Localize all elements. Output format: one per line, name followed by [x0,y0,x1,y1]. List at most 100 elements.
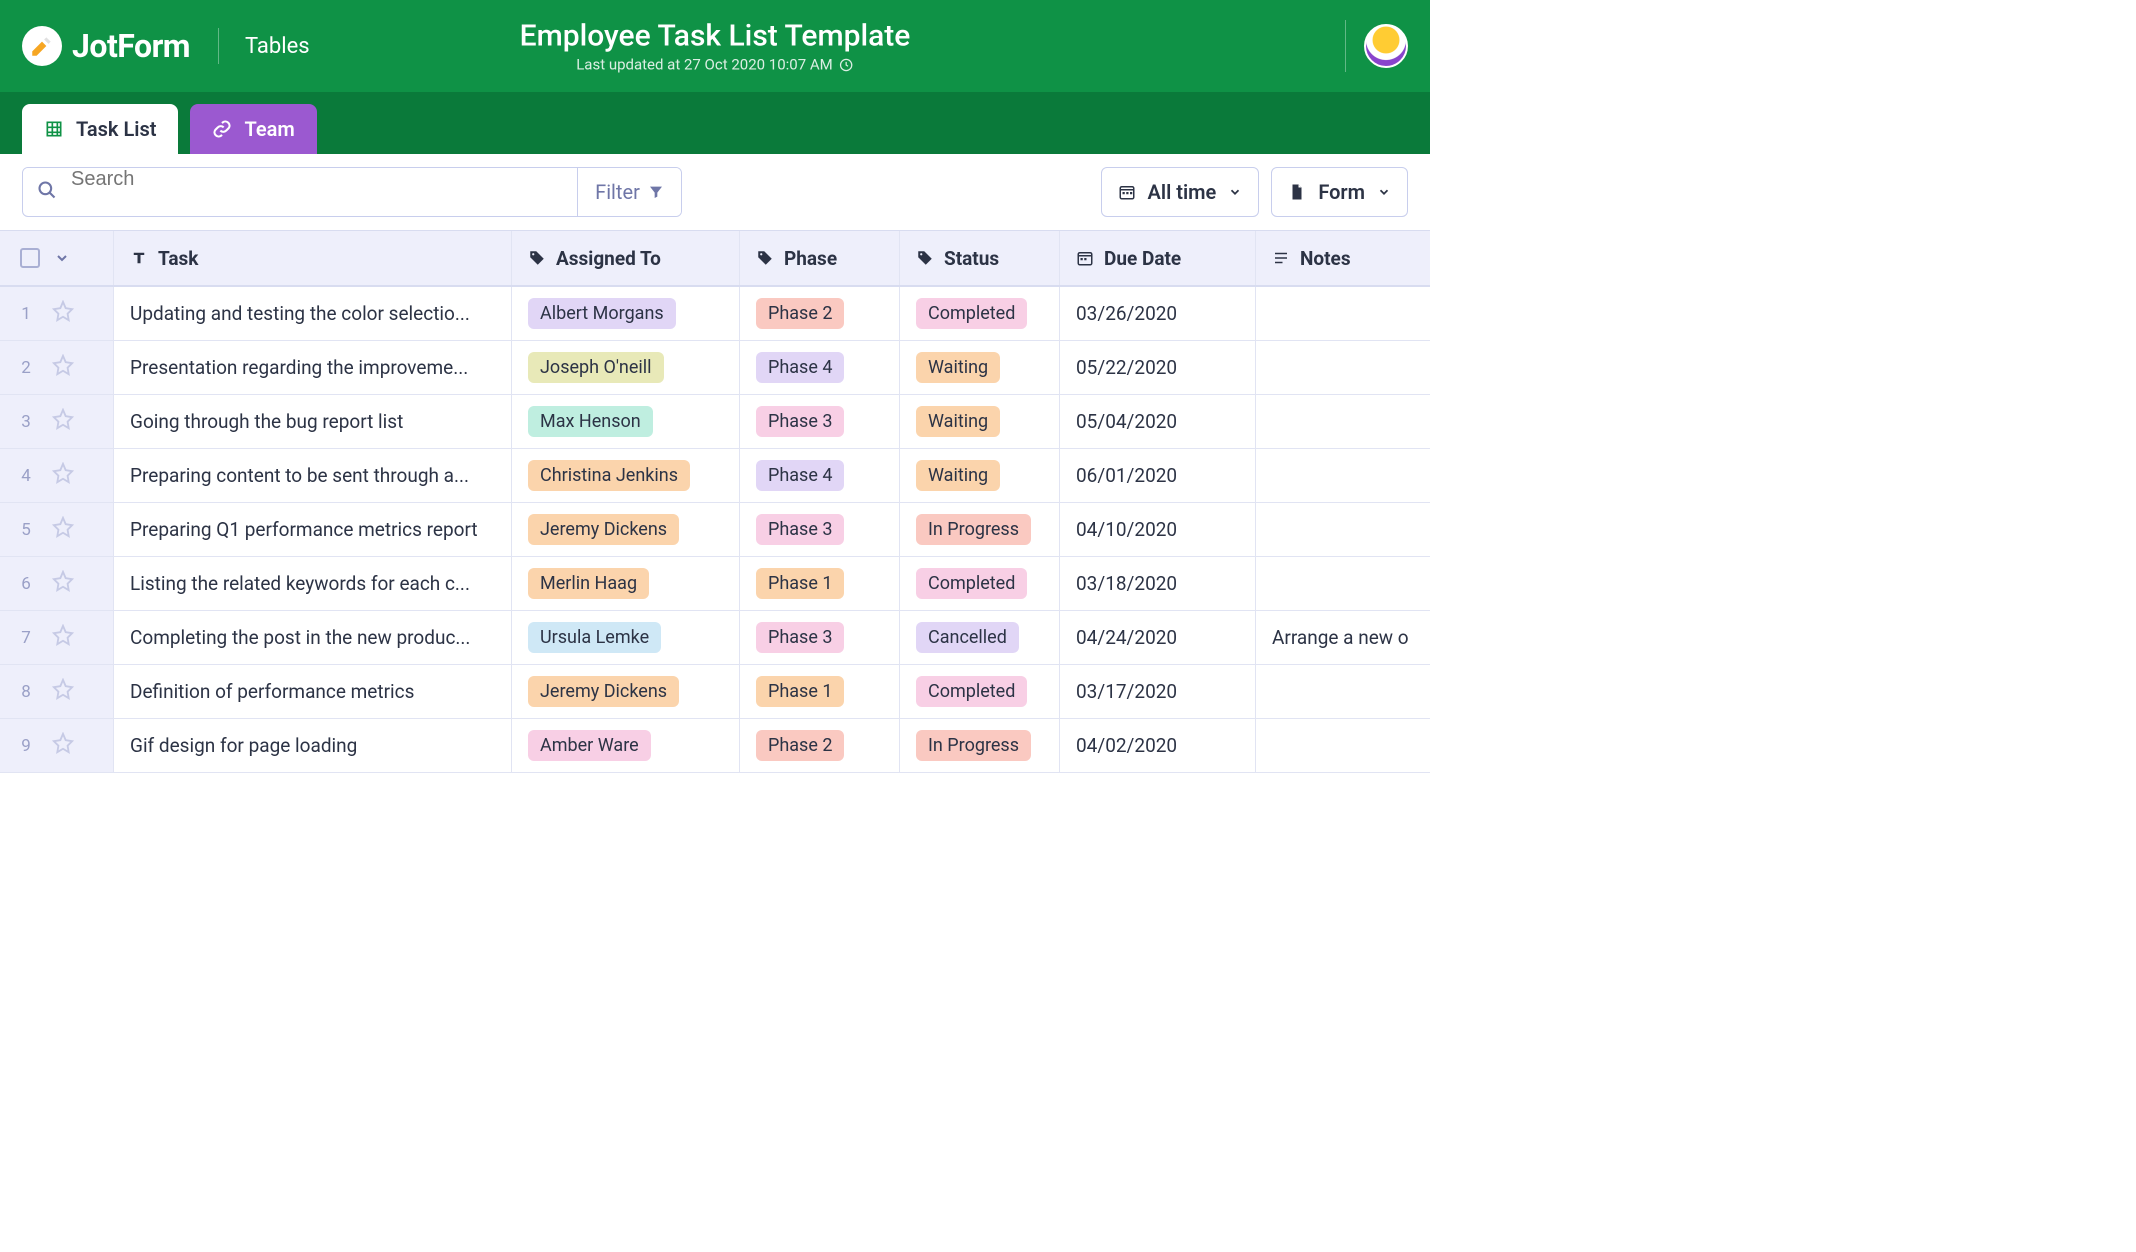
cell-task[interactable]: Gif design for page loading [114,719,512,772]
header-phase[interactable]: Phase [740,231,900,285]
chevron-down-icon[interactable] [54,250,70,266]
cell-status[interactable]: In Progress [900,719,1060,772]
cell-status[interactable]: Completed [900,665,1060,718]
cell-status[interactable]: Waiting [900,341,1060,394]
table-row[interactable]: 1Updating and testing the color selectio… [0,287,1430,341]
header-task[interactable]: Task [114,231,512,285]
cell-task[interactable]: Completing the post in the new produc... [114,611,512,664]
tab-team[interactable]: Team [190,104,316,154]
cell-notes[interactable] [1256,557,1430,610]
header-notes[interactable]: Notes [1256,231,1430,285]
star-icon[interactable] [52,408,74,435]
cell-notes[interactable] [1256,341,1430,394]
table-row[interactable]: 7Completing the post in the new produc..… [0,611,1430,665]
cell-notes[interactable] [1256,503,1430,556]
cell-phase[interactable]: Phase 3 [740,395,900,448]
toolbar-right: All time Form [1101,167,1408,217]
avatar[interactable] [1364,24,1408,68]
cell-phase[interactable]: Phase 2 [740,719,900,772]
table-row[interactable]: 3Going through the bug report listMax He… [0,395,1430,449]
assigned-chip: Amber Ware [528,730,651,761]
form-button[interactable]: Form [1271,167,1408,217]
cell-due[interactable]: 03/17/2020 [1060,665,1256,718]
star-icon[interactable] [52,732,74,759]
cell-due[interactable]: 04/10/2020 [1060,503,1256,556]
star-icon[interactable] [52,300,74,327]
cell-task[interactable]: Definition of performance metrics [114,665,512,718]
cell-phase[interactable]: Phase 1 [740,557,900,610]
cell-due[interactable]: 04/24/2020 [1060,611,1256,664]
cell-assigned[interactable]: Joseph O'neill [512,341,740,394]
phase-chip: Phase 1 [756,676,844,707]
cell-assigned[interactable]: Jeremy Dickens [512,503,740,556]
table-row[interactable]: 8Definition of performance metricsJeremy… [0,665,1430,719]
due-text: 03/18/2020 [1076,572,1177,595]
star-icon[interactable] [52,354,74,381]
cell-due[interactable]: 06/01/2020 [1060,449,1256,502]
cell-due[interactable]: 05/22/2020 [1060,341,1256,394]
star-icon[interactable] [52,624,74,651]
phase-chip: Phase 4 [756,352,844,383]
cell-due[interactable]: 03/26/2020 [1060,287,1256,340]
cell-notes[interactable] [1256,719,1430,772]
cell-due[interactable]: 05/04/2020 [1060,395,1256,448]
table-row[interactable]: 2Presentation regarding the improveme...… [0,341,1430,395]
search-input[interactable] [23,168,577,191]
cell-assigned[interactable]: Ursula Lemke [512,611,740,664]
cell-notes[interactable] [1256,665,1430,718]
cell-phase[interactable]: Phase 1 [740,665,900,718]
cell-notes[interactable] [1256,449,1430,502]
filter-button[interactable]: Filter [577,168,681,216]
table-row[interactable]: 6Listing the related keywords for each c… [0,557,1430,611]
header-label: Assigned To [556,247,661,270]
table-row[interactable]: 5Preparing Q1 performance metrics report… [0,503,1430,557]
row-index-cell: 2 [0,341,114,394]
cell-due[interactable]: 03/18/2020 [1060,557,1256,610]
status-chip: Waiting [916,352,1000,383]
star-icon[interactable] [52,570,74,597]
header-status[interactable]: Status [900,231,1060,285]
table-row[interactable]: 9Gif design for page loadingAmber WarePh… [0,719,1430,773]
cell-notes[interactable] [1256,287,1430,340]
cell-phase[interactable]: Phase 3 [740,503,900,556]
cell-assigned[interactable]: Jeremy Dickens [512,665,740,718]
cell-status[interactable]: Cancelled [900,611,1060,664]
cell-status[interactable]: Completed [900,287,1060,340]
cell-assigned[interactable]: Max Henson [512,395,740,448]
table-row[interactable]: 4Preparing content to be sent through a.… [0,449,1430,503]
cell-status[interactable]: Waiting [900,449,1060,502]
cell-assigned[interactable]: Christina Jenkins [512,449,740,502]
cell-task[interactable]: Listing the related keywords for each c.… [114,557,512,610]
star-icon[interactable] [52,462,74,489]
cell-task[interactable]: Presentation regarding the improveme... [114,341,512,394]
cell-phase[interactable]: Phase 4 [740,449,900,502]
select-all-checkbox[interactable] [20,248,40,268]
cell-notes[interactable] [1256,395,1430,448]
cell-assigned[interactable]: Amber Ware [512,719,740,772]
cell-assigned[interactable]: Albert Morgans [512,287,740,340]
cell-phase[interactable]: Phase 4 [740,341,900,394]
header-assigned[interactable]: Assigned To [512,231,740,285]
cell-phase[interactable]: Phase 2 [740,287,900,340]
header-select [0,231,114,285]
cell-task[interactable]: Going through the bug report list [114,395,512,448]
cell-task[interactable]: Preparing Q1 performance metrics report [114,503,512,556]
cell-task[interactable]: Preparing content to be sent through a..… [114,449,512,502]
star-icon[interactable] [52,516,74,543]
cell-task[interactable]: Updating and testing the color selectio.… [114,287,512,340]
cell-phase[interactable]: Phase 3 [740,611,900,664]
status-chip: Completed [916,568,1027,599]
cell-status[interactable]: In Progress [900,503,1060,556]
cell-notes[interactable]: Arrange a new o [1256,611,1430,664]
cell-status[interactable]: Waiting [900,395,1060,448]
time-range-button[interactable]: All time [1101,167,1260,217]
cell-status[interactable]: Completed [900,557,1060,610]
due-text: 05/22/2020 [1076,356,1177,379]
cell-assigned[interactable]: Merlin Haag [512,557,740,610]
notes-text: Arrange a new o [1272,626,1409,649]
tab-task-list[interactable]: Task List [22,104,178,154]
header-label: Status [944,247,999,270]
star-icon[interactable] [52,678,74,705]
cell-due[interactable]: 04/02/2020 [1060,719,1256,772]
header-due[interactable]: Due Date [1060,231,1256,285]
